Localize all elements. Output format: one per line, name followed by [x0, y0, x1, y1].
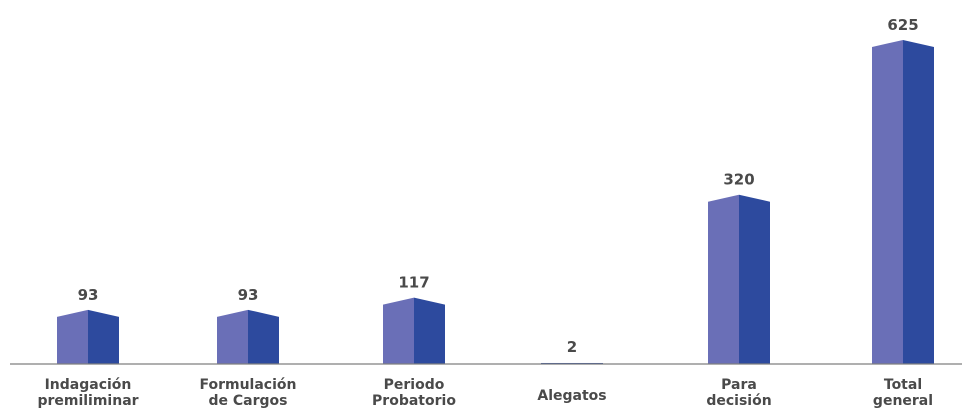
- category-label: Indagación premiliminar: [37, 377, 138, 409]
- category-label-line: de Cargos: [209, 393, 288, 409]
- category-label: Alegatos: [537, 388, 606, 404]
- bar-right-face: [248, 310, 279, 364]
- bar-right-face: [414, 298, 445, 364]
- bar-left-face: [872, 40, 903, 364]
- bar-right-face: [739, 195, 770, 364]
- category-label-line: Para: [721, 377, 757, 393]
- category-labels-group: Indagación premiliminar Formulación de Carg…: [37, 377, 933, 409]
- category-label-line: Probatorio: [372, 393, 456, 409]
- category-label: Para decisión: [706, 377, 771, 409]
- value-labels-group: 93 93 117 2 320 625: [78, 16, 919, 356]
- category-label-line: Alegatos: [537, 388, 606, 404]
- bars-group: [57, 40, 934, 364]
- bar-left-face: [57, 310, 88, 364]
- category-label: Formulación de Cargos: [199, 377, 296, 409]
- category-label-line: Indagación: [45, 377, 132, 393]
- category-label-line: Total: [884, 377, 922, 393]
- value-label: 2: [567, 338, 577, 356]
- category-label-line: Periodo: [384, 377, 445, 393]
- value-label: 320: [723, 171, 754, 189]
- category-label-line: general: [873, 393, 933, 409]
- value-label: 625: [887, 16, 918, 34]
- category-label-line: Formulación: [199, 377, 296, 393]
- value-label: 93: [238, 286, 259, 304]
- category-label: Periodo Probatorio: [372, 377, 456, 409]
- value-label: 93: [78, 286, 99, 304]
- bar-right-face: [88, 310, 119, 364]
- bar-right-face: [903, 40, 934, 364]
- bar-left-face: [383, 298, 414, 364]
- category-label-line: decisión: [706, 393, 771, 409]
- category-label-line: premiliminar: [37, 393, 138, 409]
- value-label: 117: [398, 274, 429, 292]
- bar-left-face: [217, 310, 248, 364]
- bar-left-face: [708, 195, 739, 364]
- category-label: Total general: [873, 377, 933, 409]
